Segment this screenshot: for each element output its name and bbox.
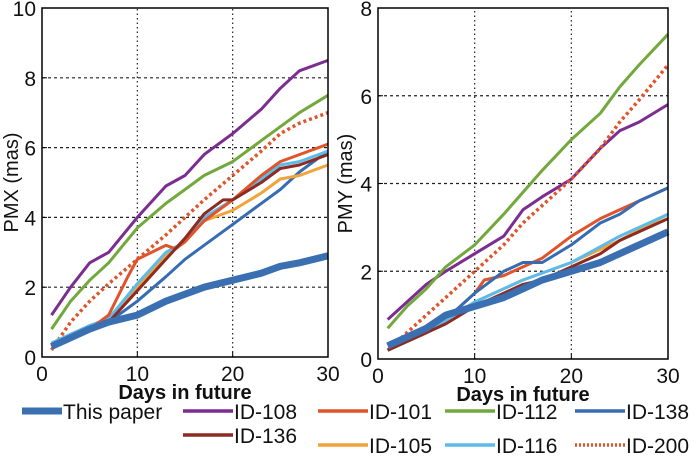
x-tick-label: 0 <box>36 363 48 386</box>
y-tick-label: 2 <box>24 277 36 300</box>
x-axis-label: Days in future <box>456 384 589 406</box>
series-line-this-paper <box>386 228 670 349</box>
legend-item: ID-138 <box>575 401 689 424</box>
y-tick-label: 0 <box>24 347 36 370</box>
legend-label: ID-116 <box>496 435 557 458</box>
y-axis-label: PMX (mas) <box>1 133 23 233</box>
legend-item: ID-105 <box>318 435 432 458</box>
legend-item: ID-112 <box>445 401 557 424</box>
legend-label: ID-112 <box>496 401 557 424</box>
plot-pmy: 0 10 20 30 0 2 4 6 8 PMY (mas) Days in future <box>335 0 680 406</box>
series-line-id-200 <box>50 111 329 351</box>
legend-item: ID-108 <box>183 401 297 424</box>
legend-item: ID-136 <box>183 425 297 448</box>
legend-label: ID-138 <box>626 401 689 424</box>
axes-box <box>41 7 329 358</box>
legend-label: ID-136 <box>234 425 297 448</box>
series-line-id-138 <box>50 149 329 348</box>
y-tick-label: 10 <box>13 0 36 21</box>
series-line-id-112 <box>50 94 329 330</box>
y-tick-label: 2 <box>360 261 372 284</box>
legend-item: ID-200 <box>575 435 689 458</box>
legend-label: ID-101 <box>369 401 432 424</box>
series-line-id-108 <box>50 58 329 316</box>
x-tick-label: 10 <box>126 363 149 386</box>
x-tick-label: 30 <box>316 363 339 386</box>
series-line-id-200 <box>386 63 670 352</box>
legend-item: ID-101 <box>318 401 432 424</box>
y-tick-label: 4 <box>360 174 372 197</box>
y-tick-label: 0 <box>360 349 372 372</box>
y-tick-label: 6 <box>24 138 36 161</box>
series-line-id-108 <box>386 103 669 321</box>
series-line-this-paper <box>50 252 329 350</box>
x-tick-label: 20 <box>221 363 244 386</box>
x-tick-label: 10 <box>463 365 486 388</box>
series-line-id-116 <box>50 149 329 345</box>
legend-item: ID-116 <box>445 435 557 458</box>
legend-label: ID-105 <box>369 435 432 458</box>
legend: This paper ID-108 ID-101 ID-112 ID-138 ID-136… <box>22 401 689 458</box>
x-tick-label: 20 <box>560 365 583 388</box>
legend-label: ID-108 <box>234 401 297 424</box>
y-axis-label: PMY (mas) <box>335 134 357 234</box>
y-tick-label: 4 <box>24 207 36 230</box>
axes-box <box>377 7 669 360</box>
legend-label: ID-200 <box>626 435 689 458</box>
y-tick-label: 8 <box>24 68 36 91</box>
series-line-id-101 <box>50 142 329 348</box>
x-axis-label: Days in future <box>118 382 251 404</box>
y-tick-label: 8 <box>360 0 372 21</box>
series-line-id-112 <box>386 33 670 330</box>
legend-label: This paper <box>63 401 162 424</box>
legend-item: This paper <box>22 401 162 424</box>
x-tick-label: 30 <box>656 365 679 388</box>
x-tick-label: 0 <box>372 365 384 388</box>
plot-pmx: 0 10 20 30 0 2 4 6 8 10 PMX (mas) Days in future <box>1 0 340 404</box>
y-tick-label: 6 <box>360 86 372 109</box>
